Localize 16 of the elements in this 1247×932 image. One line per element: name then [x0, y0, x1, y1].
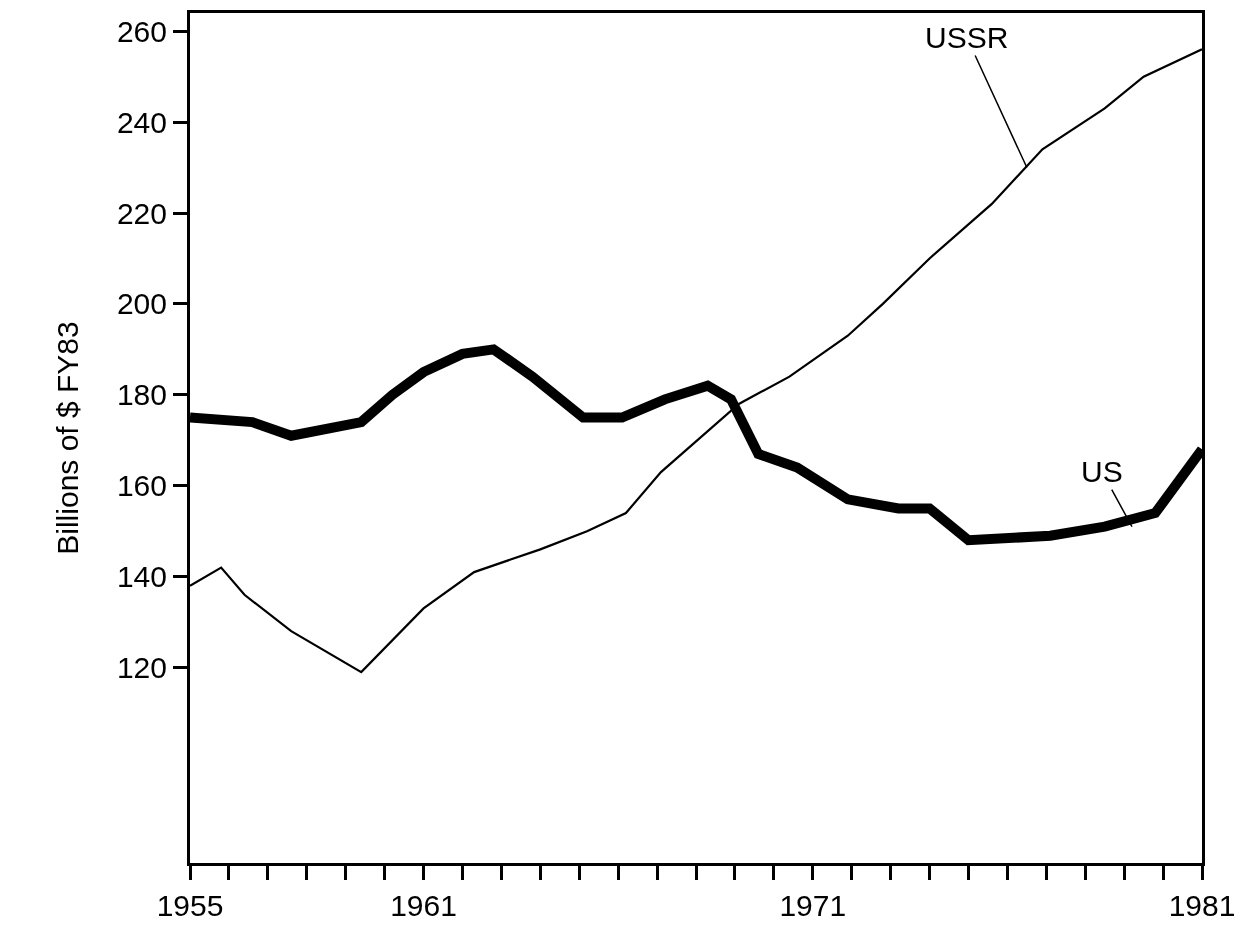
y-tick-label: 120 — [116, 651, 167, 685]
y-tick-label: 200 — [116, 287, 167, 321]
y-tick-label: 180 — [116, 378, 167, 412]
line-series — [190, 48, 1202, 674]
annotation: USSR — [925, 21, 1009, 54]
y-tick-label: 140 — [116, 560, 167, 594]
y-tick-label: 220 — [116, 196, 167, 230]
x-tick-label: 1955 — [156, 889, 224, 922]
annotation: US — [1081, 455, 1123, 488]
y-tick-label: 160 — [116, 469, 167, 503]
y-axis-title: Billions of $ FY83 — [50, 321, 84, 555]
y-tick-label: 260 — [116, 14, 167, 48]
x-tick-label: 1971 — [779, 889, 847, 922]
y-tick-label: 240 — [116, 105, 167, 139]
x-tick-label: 1981 — [1168, 889, 1236, 922]
x-tick-label: 1961 — [390, 889, 457, 922]
